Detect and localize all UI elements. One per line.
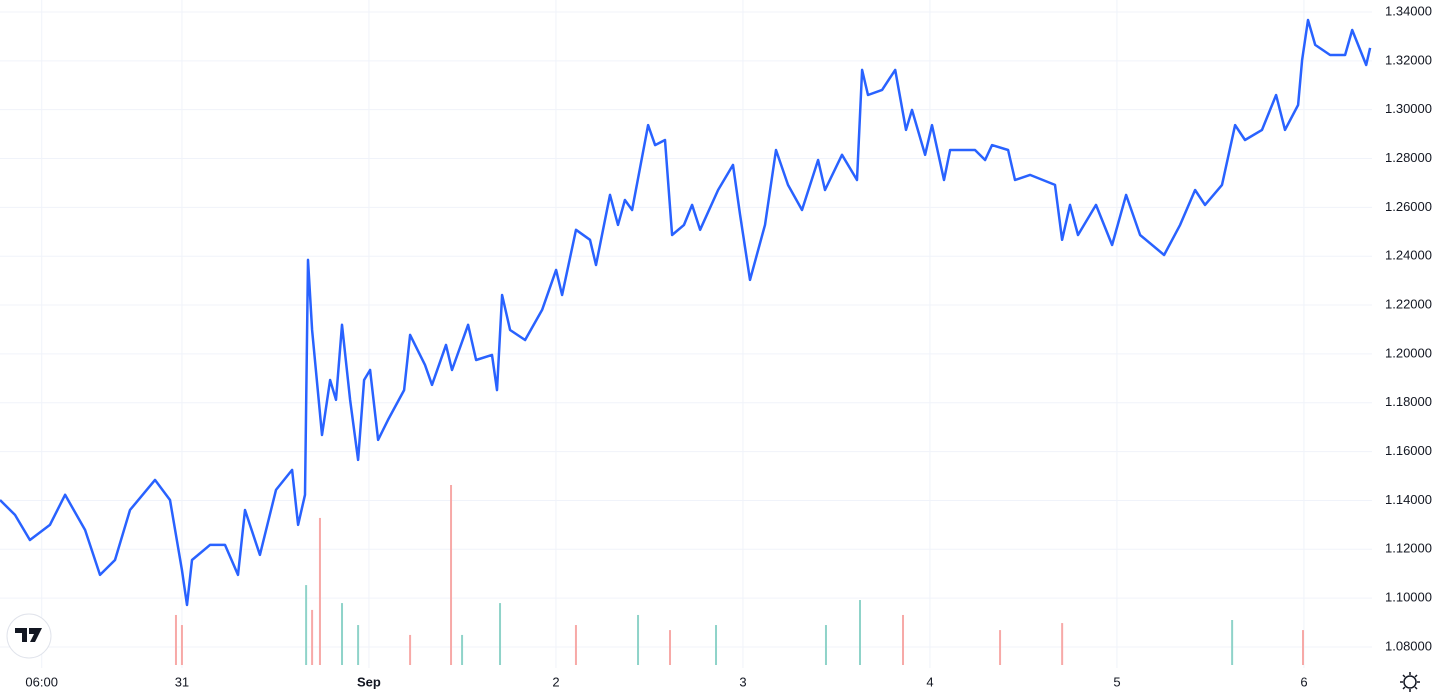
volume-bar (824, 625, 827, 665)
y-tick-label: 1.34000 (1385, 3, 1432, 18)
volume-bar (669, 630, 672, 665)
y-tick-label: 1.10000 (1385, 590, 1432, 605)
y-tick-label: 1.14000 (1385, 492, 1432, 507)
x-tick-label: 5 (1113, 674, 1120, 689)
y-tick-label: 1.32000 (1385, 52, 1432, 67)
y-tick-label: 1.20000 (1385, 345, 1432, 360)
volume-bar (341, 603, 344, 665)
volume-bar (574, 625, 577, 665)
x-tick-label: 31 (175, 674, 189, 689)
y-tick-label: 1.16000 (1385, 443, 1432, 458)
logo[interactable] (6, 613, 52, 659)
x-tick-label: 4 (926, 674, 933, 689)
x-tick-label: 3 (739, 674, 746, 689)
y-tick-label: 1.26000 (1385, 199, 1432, 214)
y-tick-label: 1.12000 (1385, 541, 1432, 556)
price-line (0, 18, 1372, 607)
x-tick-label: 2 (552, 674, 559, 689)
y-tick-label: 1.30000 (1385, 101, 1432, 116)
grid (0, 0, 1372, 668)
volume-bar (409, 634, 412, 665)
x-tick-label: 6 (1300, 674, 1307, 689)
volume-bar (318, 517, 321, 665)
volume-bar (1061, 623, 1064, 665)
volume-bar (902, 614, 905, 665)
y-tick-label: 1.22000 (1385, 296, 1432, 311)
settings-button[interactable] (1400, 672, 1420, 692)
volume-bar (1301, 630, 1304, 665)
x-tick-label: Sep (357, 674, 381, 689)
logo-mark (15, 628, 42, 642)
gear-icon (1403, 675, 1417, 689)
logo-badge[interactable] (6, 613, 52, 659)
y-tick-label: 1.28000 (1385, 150, 1432, 165)
volume-bar (499, 603, 502, 665)
volume-bar (715, 625, 718, 665)
y-tick-label: 1.08000 (1385, 638, 1432, 653)
y-tick-label: 1.24000 (1385, 248, 1432, 263)
plot (0, 18, 1372, 607)
volume-bar (999, 630, 1002, 665)
volume-pane (174, 485, 1304, 665)
volume-bar (461, 634, 464, 665)
volume-bar (180, 625, 183, 665)
x-tick-label: 06:00 (25, 674, 58, 689)
volume-bar (305, 585, 308, 665)
gear-teeth (1400, 672, 1420, 692)
volume-bar (311, 609, 314, 665)
axes: 1.08000 1.10000 1.12000 1.14000 1.16000 1.180… (25, 3, 1432, 689)
volume-bar (637, 614, 640, 665)
volume-bar (357, 625, 360, 665)
volume-bar (859, 600, 862, 665)
volume-bar (174, 614, 177, 665)
volume-bar (450, 485, 453, 665)
y-tick-label: 1.18000 (1385, 394, 1432, 409)
volume-bar (1231, 620, 1234, 665)
